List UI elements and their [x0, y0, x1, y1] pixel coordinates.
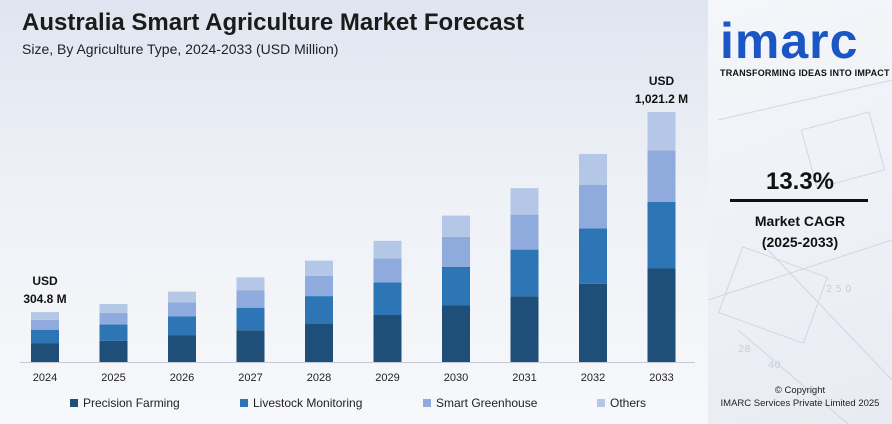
- bar-segment-2027-precision-farming: [236, 330, 265, 362]
- chart-title: Australia Smart Agriculture Market Forec…: [22, 9, 524, 36]
- bar-segment-2025-others: [99, 304, 128, 313]
- bar-segment-2032-smart-greenhouse: [579, 185, 607, 229]
- legend-swatch: [423, 399, 431, 407]
- cagr-label: Market CAGR: [754, 213, 846, 229]
- svg-text:2 5 0: 2 5 0: [826, 284, 851, 295]
- x-tick-label: 2026: [170, 372, 194, 384]
- bar-segment-2027-others: [236, 277, 265, 291]
- bar-segment-2029-others: [373, 240, 402, 259]
- chart-panel: Australia Smart Agriculture Market Forec…: [0, 0, 708, 424]
- bar-segment-2033-smart-greenhouse: [647, 150, 676, 202]
- bar-segment-2024-smart-greenhouse: [31, 319, 59, 330]
- bar-segment-2030-others: [442, 215, 470, 237]
- legend-label: Others: [610, 396, 647, 410]
- bar-segment-2025-precision-farming: [99, 340, 128, 362]
- background-decoration: 2 5 0 28 40: [708, 79, 892, 424]
- x-tick-label: 2025: [101, 372, 125, 384]
- bar-segment-2029-smart-greenhouse: [373, 258, 402, 283]
- data-label-2033: 1,021.2 M: [635, 92, 688, 106]
- legend-item-livestock-monitoring: Livestock Monitoring: [240, 396, 362, 410]
- x-tick-label: 2033: [649, 372, 673, 384]
- bar-segment-2031-others: [510, 188, 539, 215]
- bar-segment-2024-others: [31, 312, 59, 320]
- bar-segment-2031-precision-farming: [510, 296, 539, 362]
- legend-swatch: [70, 399, 78, 407]
- bar-segment-2026-others: [168, 291, 196, 303]
- chart-legend: Precision Farming Livestock Monitoring Sma…: [70, 396, 690, 412]
- bar-segment-2030-livestock-monitoring: [442, 266, 470, 306]
- x-tick-label: 2032: [581, 372, 605, 384]
- bar-segment-2028-smart-greenhouse: [305, 275, 333, 297]
- bar-segment-2026-livestock-monitoring: [168, 316, 196, 336]
- x-tick-label: 2029: [375, 372, 399, 384]
- bar-segment-2033-others: [647, 112, 676, 151]
- bar-segment-2031-livestock-monitoring: [510, 249, 539, 297]
- bar-segment-2030-precision-farming: [442, 305, 470, 362]
- bar-segment-2026-precision-farming: [168, 335, 196, 362]
- legend-swatch: [597, 399, 605, 407]
- x-tick-label: 2031: [512, 372, 536, 384]
- x-tick-label: 2027: [238, 372, 262, 384]
- bar-segment-2028-livestock-monitoring: [305, 296, 333, 324]
- legend-label: Livestock Monitoring: [253, 396, 363, 410]
- imarc-logo: imarc: [720, 13, 859, 69]
- bar-segment-2028-precision-farming: [305, 323, 333, 362]
- x-tick-label: 2028: [307, 372, 331, 384]
- legend-label: Smart Greenhouse: [436, 396, 538, 410]
- svg-text:40: 40: [768, 360, 781, 371]
- data-label-2033: USD: [649, 74, 675, 88]
- bar-segment-2024-precision-farming: [31, 343, 59, 362]
- bar-segment-2030-smart-greenhouse: [442, 236, 470, 267]
- stacked-bar-chart: 2024 2025 2026 2027 2028 2029 2030 2031 2032 2033…: [20, 74, 695, 384]
- bar-segment-2033-precision-farming: [647, 268, 676, 362]
- bar-segment-2032-others: [579, 153, 607, 185]
- legend-item-smart-greenhouse: Smart Greenhouse: [423, 396, 537, 410]
- bar-segment-2032-livestock-monitoring: [579, 228, 607, 284]
- cagr-value: 13.3%: [765, 168, 835, 195]
- logo-tagline: TRANSFORMING IDEAS INTO IMPACT: [720, 68, 890, 78]
- bar-segment-2024-livestock-monitoring: [31, 329, 59, 344]
- legend-item-others: Others: [597, 396, 646, 410]
- copyright-line-1: © Copyright: [774, 385, 826, 396]
- bar-segment-2029-livestock-monitoring: [373, 282, 402, 315]
- bar-segment-2026-smart-greenhouse: [168, 302, 196, 317]
- cagr-divider: [730, 199, 868, 202]
- bar-segment-2029-precision-farming: [373, 315, 402, 362]
- bar-segment-2033-livestock-monitoring: [647, 201, 676, 269]
- bar-segment-2027-livestock-monitoring: [236, 307, 265, 331]
- svg-text:28: 28: [738, 344, 751, 355]
- bar-segment-2025-livestock-monitoring: [99, 324, 128, 341]
- bar-segment-2032-precision-farming: [579, 283, 607, 362]
- data-label-2024: 304.8 M: [23, 292, 66, 306]
- legend-label: Precision Farming: [83, 396, 180, 410]
- sidebar: 2 5 0 28 40 imarc TRANSFORMING IDEAS INT…: [708, 0, 892, 424]
- legend-swatch: [240, 399, 248, 407]
- bar-segment-2027-smart-greenhouse: [236, 290, 265, 308]
- x-tick-label: 2024: [33, 372, 57, 384]
- x-tick-label: 2030: [444, 372, 468, 384]
- cagr-period: (2025-2033): [761, 234, 839, 250]
- bar-segment-2025-smart-greenhouse: [99, 312, 128, 325]
- bar-segment-2031-smart-greenhouse: [510, 214, 539, 250]
- data-label-2024: USD: [32, 274, 58, 288]
- chart-subtitle: Size, By Agriculture Type, 2024-2033 (US…: [22, 41, 339, 57]
- legend-item-precision-farming: Precision Farming: [70, 396, 180, 410]
- copyright-line-2: IMARC Services Private Limited 2025: [720, 398, 880, 409]
- bar-segment-2028-others: [305, 260, 333, 276]
